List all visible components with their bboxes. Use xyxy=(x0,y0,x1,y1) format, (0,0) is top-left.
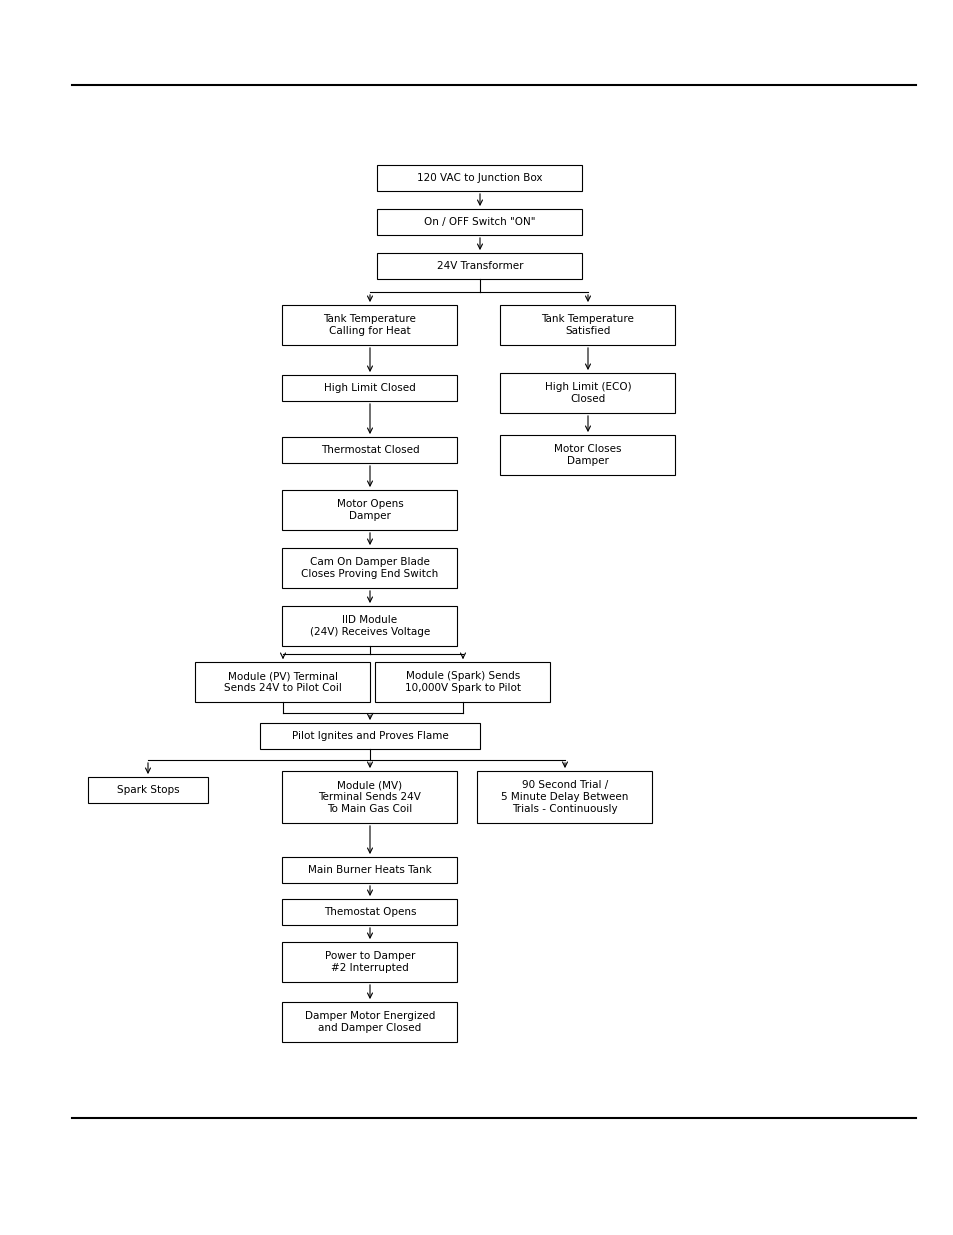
Text: Module (PV) Terminal
Sends 24V to Pilot Coil: Module (PV) Terminal Sends 24V to Pilot … xyxy=(224,671,341,693)
Text: High Limit (ECO)
Closed: High Limit (ECO) Closed xyxy=(544,382,631,404)
Bar xyxy=(282,437,457,463)
Bar xyxy=(282,548,457,588)
Text: Cam On Damper Blade
Closes Proving End Switch: Cam On Damper Blade Closes Proving End S… xyxy=(301,557,438,579)
Text: Motor Closes
Damper: Motor Closes Damper xyxy=(554,445,621,466)
Text: Tank Temperature
Satisfied: Tank Temperature Satisfied xyxy=(541,314,634,336)
Text: High Limit Closed: High Limit Closed xyxy=(324,383,416,393)
Text: Tank Temperature
Calling for Heat: Tank Temperature Calling for Heat xyxy=(323,314,416,336)
Bar xyxy=(282,606,457,646)
Bar xyxy=(88,777,208,803)
Text: Thermostat Closed: Thermostat Closed xyxy=(320,445,419,454)
Text: Module (MV)
Terminal Sends 24V
To Main Gas Coil: Module (MV) Terminal Sends 24V To Main G… xyxy=(318,781,421,814)
Text: Power to Damper
#2 Interrupted: Power to Damper #2 Interrupted xyxy=(324,951,415,973)
Bar xyxy=(477,771,652,823)
Bar xyxy=(375,662,550,701)
Text: Damper Motor Energized
and Damper Closed: Damper Motor Energized and Damper Closed xyxy=(305,1011,435,1032)
Text: IID Module
(24V) Receives Voltage: IID Module (24V) Receives Voltage xyxy=(310,615,430,637)
Bar xyxy=(195,662,370,701)
Bar xyxy=(282,375,457,401)
Text: 24V Transformer: 24V Transformer xyxy=(436,261,522,270)
Bar xyxy=(282,490,457,530)
Bar xyxy=(282,1002,457,1042)
Bar xyxy=(260,722,479,748)
Bar xyxy=(282,899,457,925)
Text: On / OFF Switch "ON": On / OFF Switch "ON" xyxy=(424,217,536,227)
Bar xyxy=(282,857,457,883)
Text: 120 VAC to Junction Box: 120 VAC to Junction Box xyxy=(416,173,542,183)
Text: Pilot Ignites and Proves Flame: Pilot Ignites and Proves Flame xyxy=(292,731,448,741)
Bar xyxy=(377,253,582,279)
Bar xyxy=(282,305,457,345)
Bar xyxy=(377,209,582,235)
Text: Spark Stops: Spark Stops xyxy=(116,785,179,795)
Text: Main Burner Heats Tank: Main Burner Heats Tank xyxy=(308,864,432,876)
Text: Motor Opens
Damper: Motor Opens Damper xyxy=(336,499,403,521)
Text: Module (Spark) Sends
10,000V Spark to Pilot: Module (Spark) Sends 10,000V Spark to Pi… xyxy=(405,671,520,693)
Bar xyxy=(500,373,675,412)
Bar xyxy=(500,305,675,345)
Bar xyxy=(282,771,457,823)
Bar xyxy=(500,435,675,475)
Text: 90 Second Trial /
5 Minute Delay Between
Trials - Continuously: 90 Second Trial / 5 Minute Delay Between… xyxy=(500,781,628,814)
Bar xyxy=(282,942,457,982)
Bar xyxy=(377,165,582,191)
Text: Themostat Opens: Themostat Opens xyxy=(323,906,416,918)
